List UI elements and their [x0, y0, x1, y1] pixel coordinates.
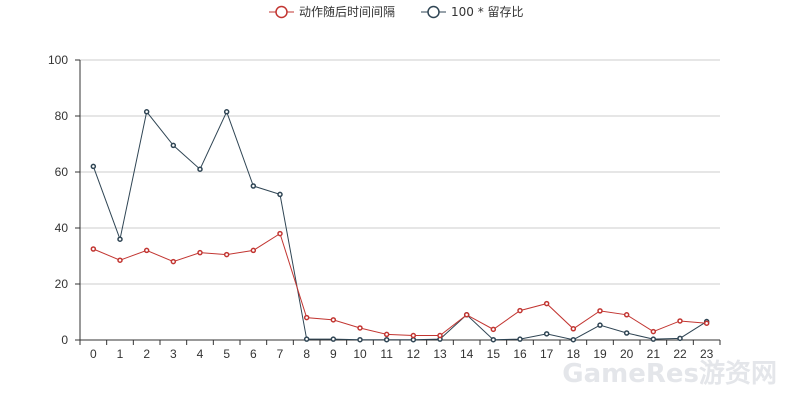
legend-label: 100 * 留存比 — [451, 5, 524, 19]
data-point[interactable] — [277, 191, 283, 198]
data-point[interactable] — [410, 336, 417, 343]
series-line-1 — [92, 110, 707, 341]
data-point[interactable] — [223, 109, 230, 115]
data-point[interactable] — [223, 251, 230, 258]
data-point[interactable] — [463, 312, 470, 318]
x-tick-label: 5 — [223, 347, 230, 361]
data-point[interactable] — [543, 300, 550, 307]
data-point[interactable] — [597, 308, 603, 314]
x-tick-label: 7 — [277, 347, 284, 361]
x-tick-label: 13 — [433, 347, 447, 361]
data-point[interactable] — [357, 325, 363, 331]
series-layer — [90, 109, 710, 343]
data-point[interactable] — [277, 230, 283, 237]
data-point[interactable] — [303, 314, 310, 321]
x-tick-label: 15 — [487, 347, 501, 361]
y-tick-label: 80 — [55, 109, 69, 123]
x-tick-label: 18 — [567, 347, 581, 361]
watermark-text: GameRes游资网 — [562, 359, 777, 389]
x-tick-label: 0 — [90, 347, 97, 361]
data-point[interactable] — [623, 312, 630, 318]
x-tick-label: 4 — [197, 347, 204, 361]
y-tick-label: 0 — [61, 333, 68, 347]
data-point[interactable] — [250, 247, 257, 254]
data-point[interactable] — [410, 332, 417, 339]
x-tick-label: 16 — [513, 347, 527, 361]
x-tick-label: 19 — [593, 347, 607, 361]
x-tick-label: 10 — [353, 347, 367, 361]
x-tick-label: 21 — [647, 347, 661, 361]
data-point[interactable] — [517, 336, 523, 342]
x-tick-label: 2 — [143, 347, 150, 361]
legend-item-1[interactable]: 100 * 留存比 — [421, 5, 524, 19]
x-tick-label: 23 — [700, 347, 714, 361]
data-point[interactable] — [650, 328, 657, 335]
x-tick-label: 17 — [540, 347, 554, 361]
x-tick-label: 9 — [330, 347, 337, 361]
data-point[interactable] — [250, 183, 257, 189]
data-point[interactable] — [517, 307, 523, 314]
data-point[interactable] — [143, 247, 150, 254]
x-tick-label: 20 — [620, 347, 634, 361]
legend-item-0[interactable]: 动作随后时间间隔 — [269, 4, 395, 19]
x-tick-label: 3 — [170, 347, 177, 361]
data-point[interactable] — [357, 336, 363, 343]
legend-marker-icon — [427, 5, 440, 19]
legend[interactable]: 动作随后时间间隔 100 * 留存比 — [269, 4, 524, 19]
data-point[interactable] — [383, 331, 390, 338]
data-point[interactable] — [677, 318, 683, 324]
data-point[interactable] — [197, 166, 203, 172]
y-tick-label: 20 — [55, 277, 69, 291]
y-tick-label: 100 — [48, 53, 68, 67]
data-point[interactable] — [543, 331, 550, 337]
series-line-0 — [93, 232, 707, 337]
data-point[interactable] — [677, 335, 683, 342]
data-point[interactable] — [490, 336, 497, 343]
data-point[interactable] — [170, 142, 177, 149]
data-point[interactable] — [90, 246, 97, 252]
data-point[interactable] — [650, 336, 657, 342]
data-point[interactable] — [330, 317, 337, 323]
x-tick-label: 1 — [117, 347, 124, 361]
x-tick-label: 22 — [673, 347, 687, 361]
data-point[interactable] — [490, 326, 497, 333]
x-tick-label: 12 — [407, 347, 421, 361]
data-point[interactable] — [90, 163, 97, 170]
data-point[interactable] — [117, 236, 123, 242]
data-point[interactable] — [703, 320, 710, 326]
data-point[interactable] — [623, 330, 630, 336]
legend-marker-icon — [275, 5, 288, 19]
data-point[interactable] — [170, 258, 177, 265]
data-point[interactable] — [570, 326, 577, 332]
x-tick-label: 6 — [250, 347, 257, 361]
y-tick-label: 40 — [55, 221, 69, 235]
data-point[interactable] — [143, 109, 150, 115]
data-point[interactable] — [303, 336, 310, 342]
legend-label: 动作随后时间间隔 — [299, 4, 395, 19]
x-tick-label: 11 — [380, 347, 393, 361]
data-point[interactable] — [197, 249, 203, 256]
x-tick-label: 8 — [303, 347, 310, 361]
x-tick-label: 14 — [460, 347, 474, 361]
data-point[interactable] — [437, 332, 443, 339]
data-point[interactable] — [117, 257, 123, 263]
grid-lines — [80, 59, 720, 285]
data-point[interactable] — [330, 336, 337, 342]
data-point[interactable] — [570, 336, 577, 343]
data-point[interactable] — [597, 322, 603, 328]
y-tick-label: 60 — [55, 165, 69, 179]
data-point[interactable] — [383, 336, 390, 343]
